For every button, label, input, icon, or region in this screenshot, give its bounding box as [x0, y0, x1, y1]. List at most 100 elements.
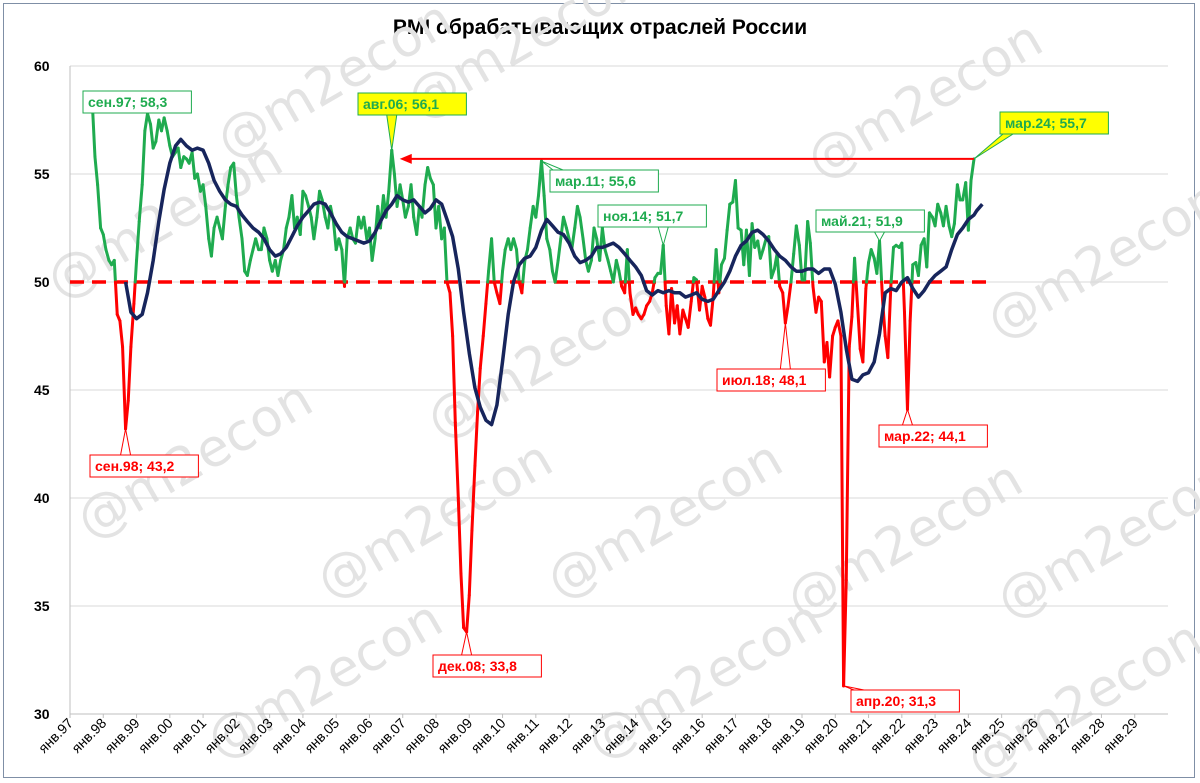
arrow-head [399, 153, 412, 164]
x-tick-label: янв.18 [734, 715, 775, 756]
pmi-segment [190, 150, 197, 180]
pmi-segment [96, 183, 103, 230]
pmi-segment [282, 226, 288, 252]
pmi-segment [133, 258, 139, 284]
pmi-segment [836, 319, 843, 338]
annotation-box [597, 204, 707, 228]
pmi-segment [681, 308, 688, 321]
pmi-segment [545, 237, 552, 252]
pmi-segment [542, 194, 549, 241]
annotation-label: сен.97; 58,3 [88, 94, 168, 110]
pmi-segment [642, 304, 649, 316]
pmi-segment [484, 280, 490, 306]
pmi-segment [470, 464, 477, 532]
pmi-segment [498, 280, 504, 306]
pmi-segment [725, 202, 732, 232]
annotation-pointer [843, 685, 865, 691]
pmi-segment [195, 172, 202, 193]
annotation-label: апр.20; 31,3 [856, 693, 936, 709]
x-tick-label: янв.00 [135, 715, 176, 756]
pmi-segment [445, 280, 452, 295]
annotation-callout: дек.08; 33,8 [432, 631, 542, 678]
pmi-segment [794, 224, 801, 247]
pmi-segment [215, 215, 222, 230]
annotation-label: авг.06; 56,1 [363, 96, 439, 112]
pmi-segment [490, 237, 496, 284]
watermark-text: @m2econ [987, 449, 1200, 632]
pmi-segment [828, 334, 835, 379]
pmi-segment [603, 248, 610, 262]
pmi-segment [481, 302, 488, 338]
pmi-segment [925, 211, 931, 269]
pmi-segment [856, 304, 862, 351]
pmi-segment [526, 226, 532, 252]
pmi-segment [814, 295, 821, 314]
x-tick-label: янв.12 [534, 715, 575, 756]
pmi-segment [179, 155, 186, 170]
annotation-layer: сен.97; 58,3 сен.98; 43,2 авг.06; 56,1 дек.… [82, 90, 1109, 713]
pmi-segment [276, 258, 283, 278]
pmi-segment [623, 280, 627, 295]
x-tick-label: янв.23 [900, 715, 941, 756]
pmi-segment [933, 202, 940, 228]
pmi-segment [865, 261, 871, 284]
pmi-segment [112, 258, 117, 284]
pmi-segment [473, 410, 480, 468]
pmi-segment [847, 315, 854, 349]
pmi-series [90, 101, 976, 688]
annotation-callout: авг.06; 56,1 [357, 92, 467, 151]
pmi-segment [944, 204, 951, 228]
pmi-segment [969, 157, 976, 182]
annotation-pointer [541, 160, 564, 171]
pmi-segment [318, 189, 324, 202]
pmi-segment [332, 220, 338, 252]
annotation-callout: мар.11; 55,6 [541, 160, 659, 193]
x-tick-label: янв.07 [368, 715, 409, 756]
pmi-segment [101, 232, 108, 252]
x-tick-label: янв.99 [101, 715, 142, 756]
pmi-segment [442, 226, 449, 284]
pmi-segment [448, 291, 455, 338]
pmi-segment [786, 280, 793, 308]
annotation-label: мар.24; 55,7 [1005, 115, 1087, 131]
y-tick-label: 55 [34, 166, 50, 182]
chart-title: PMI обрабатывающих отраслей России [392, 16, 808, 39]
pmi-segment [606, 258, 613, 273]
pmi-segment [761, 237, 768, 252]
pmi-segment [861, 286, 868, 364]
moving-average-series [123, 137, 984, 427]
annotation-box [357, 92, 467, 116]
x-tick-label: янв.10 [467, 715, 508, 756]
pmi-segment [663, 280, 668, 308]
pmi-segment [650, 280, 656, 295]
pmi-segment [627, 280, 632, 295]
pmi-segment [149, 122, 155, 150]
pmi-segment [718, 263, 723, 284]
pmi-segment [625, 248, 631, 284]
pmi-segment [232, 161, 238, 198]
y-tick-label: 60 [34, 58, 50, 74]
x-tick-label: янв.21 [833, 715, 874, 756]
pmi-segment [162, 116, 169, 133]
annotation-box [716, 368, 826, 392]
pmi-segment [711, 280, 716, 299]
pmi-segment [453, 420, 460, 500]
pmi-segment [93, 155, 100, 187]
pmi-segment [733, 178, 740, 230]
pmi-segment [783, 304, 790, 325]
pmi-segment [137, 183, 144, 224]
pmi-segment [842, 578, 848, 688]
pmi-segment [451, 334, 457, 424]
pmi-segment [853, 256, 858, 284]
watermark-text: @m2econ [307, 429, 563, 612]
annotation-label: мар.11; 55,6 [555, 173, 636, 189]
pmi-segment [512, 237, 519, 252]
pmi-segment [548, 248, 554, 273]
x-tick-label: янв.98 [68, 715, 109, 756]
x-tick-label: янв.09 [434, 715, 475, 756]
pmi-segment [500, 269, 505, 284]
pmi-segment [839, 334, 846, 688]
pmi-segment [237, 215, 244, 241]
pmi-segment [209, 226, 216, 258]
